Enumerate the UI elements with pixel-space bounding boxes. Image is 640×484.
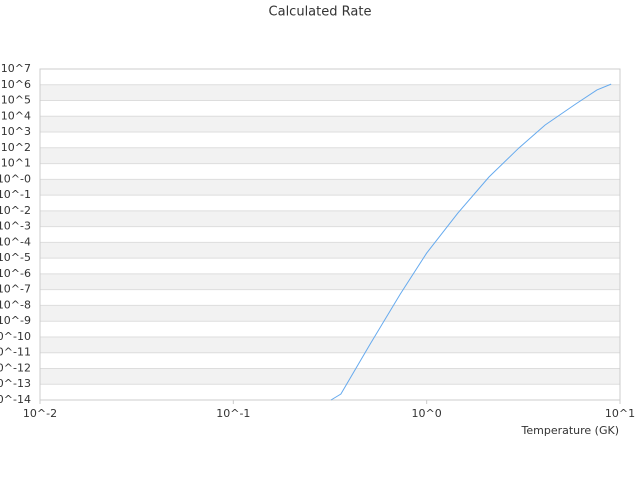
grid-band — [40, 84, 620, 101]
y-tick-label: 10^3 — [1, 125, 31, 138]
series-line — [330, 83, 612, 401]
y-tick-label: 10^-8 — [0, 298, 31, 311]
chart-title: Calculated Rate — [269, 5, 372, 20]
grid-band — [40, 336, 620, 353]
grid-band — [40, 147, 620, 164]
x-tick-label: 10^-1 — [216, 407, 250, 420]
y-tick-label: 10^-1 — [0, 188, 31, 201]
plot-frame — [39, 68, 621, 401]
y-tick-label: 10^-5 — [0, 251, 31, 264]
y-tick-label: 10^-3 — [0, 220, 31, 233]
y-tick-label: 10^7 — [1, 62, 31, 75]
y-tick-label: 10^1 — [1, 157, 31, 170]
y-tick-label: 10^-11 — [0, 346, 31, 359]
x-tick-label: 10^1 — [605, 407, 635, 420]
grid-band — [40, 273, 620, 290]
grid-band — [40, 116, 620, 133]
y-tick-label: 10^-2 — [0, 204, 31, 217]
x-tick-label: 10^-2 — [23, 407, 57, 420]
grid-band — [40, 368, 620, 385]
y-tick-label: 10^-6 — [0, 267, 31, 280]
y-tick-label: 10^-7 — [0, 283, 31, 296]
y-tick-label: 10^-10 — [0, 330, 31, 343]
y-tick-label: 10^-12 — [0, 361, 31, 374]
y-tick-label: 10^-9 — [0, 314, 31, 327]
grid-band — [40, 210, 620, 227]
y-tick-label: 10^-13 — [0, 377, 31, 390]
y-tick-label: 10^4 — [1, 109, 31, 122]
y-tick-label: 10^6 — [1, 78, 31, 91]
grid-band — [40, 242, 620, 259]
y-tick-label: 10^-0 — [0, 172, 31, 185]
x-axis-label: Temperature (GK) — [521, 424, 620, 437]
grid-band — [40, 179, 620, 196]
y-tick-label: 10^5 — [1, 94, 31, 107]
grid-band — [40, 305, 620, 322]
y-tick-label: 10^2 — [1, 141, 31, 154]
x-tick-label: 10^0 — [412, 407, 442, 420]
y-tick-label: 10^-14 — [0, 393, 31, 406]
y-tick-label: 10^-4 — [0, 235, 31, 248]
